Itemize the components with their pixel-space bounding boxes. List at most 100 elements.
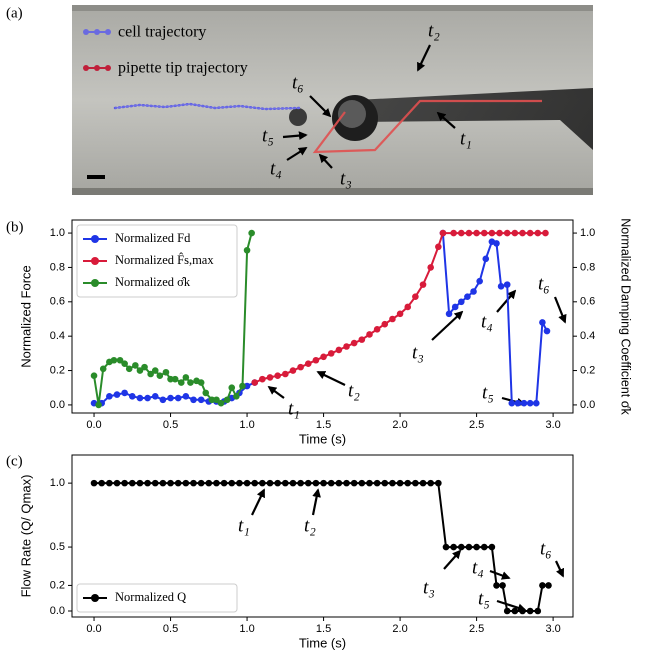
plot [90, 479, 552, 615]
data-point [427, 479, 434, 487]
data-point [136, 367, 144, 374]
data-point [335, 346, 343, 354]
y2-axis-label: Normalized Damping Coefficient σ̂k [619, 218, 633, 415]
y2-tick-label: 0.8 [580, 261, 595, 273]
data-point [156, 372, 164, 380]
data-point [450, 543, 457, 551]
data-point [297, 363, 304, 371]
data-point [343, 343, 350, 350]
data-point [190, 479, 197, 487]
data-point [113, 391, 121, 398]
data-point [171, 375, 179, 383]
annotation: t₆ [540, 538, 552, 559]
data-point [90, 479, 98, 487]
data-point [132, 362, 139, 369]
data-point [205, 479, 213, 487]
annotation: t₆ [292, 72, 304, 93]
data-point [167, 375, 174, 383]
data-point [151, 479, 159, 487]
data-point [545, 582, 552, 589]
data-point [534, 607, 542, 615]
annotation: t₄ [270, 158, 282, 179]
data-point [174, 479, 182, 487]
annotation-arrows [251, 488, 565, 613]
data-point [289, 367, 297, 374]
data-point [121, 360, 128, 367]
data-point [465, 543, 473, 551]
data-point [350, 479, 358, 487]
data-point [457, 298, 465, 306]
data-point [159, 396, 167, 404]
data-point [282, 370, 289, 378]
data-point [98, 479, 105, 487]
data-point [389, 315, 396, 323]
legend-swatch [91, 235, 99, 243]
data-point [464, 293, 471, 300]
data-point [473, 543, 480, 551]
data-point [266, 479, 274, 487]
data-point [220, 479, 228, 487]
data-point [187, 379, 194, 386]
data-point [151, 367, 159, 374]
data-point [327, 479, 335, 487]
data-point [412, 479, 419, 487]
annotation: t₂ [304, 515, 316, 536]
data-point [99, 365, 107, 373]
data-point [274, 372, 281, 380]
data-point [197, 379, 205, 386]
data-point [259, 479, 266, 487]
legend-swatch [91, 594, 99, 602]
microscope-image [72, 5, 593, 195]
x-axis-label: Time (s) [299, 431, 346, 446]
x-tick-label: 2.5 [469, 419, 484, 431]
data-point [116, 356, 124, 364]
data-point [508, 399, 516, 407]
data-point [366, 331, 373, 338]
data-point [106, 479, 113, 487]
data-point [236, 479, 243, 487]
data-point [496, 229, 503, 237]
x-tick-label: 2.0 [392, 623, 407, 635]
data-point [514, 399, 522, 407]
data-point [435, 479, 442, 487]
data-point [320, 353, 327, 361]
data-point [223, 396, 231, 404]
data-point [373, 326, 381, 333]
data-point [312, 479, 320, 487]
y2-tick-label: 0.2 [580, 364, 595, 376]
data-point [511, 229, 519, 237]
data-point [266, 374, 274, 381]
y-tick-label: 0.8 [50, 261, 65, 273]
legend-box [76, 583, 238, 613]
annotation-arrows [282, 44, 456, 169]
data-point [233, 393, 240, 400]
data-point [488, 229, 496, 237]
plot-frame [71, 454, 574, 618]
data-point [248, 229, 255, 237]
y-tick-label: 0.2 [50, 579, 65, 591]
data-point [202, 389, 210, 397]
data-point [159, 479, 167, 487]
annotation: t₃ [412, 342, 424, 363]
data-point [480, 229, 488, 237]
data-point [442, 543, 450, 551]
data-point [312, 356, 320, 364]
y-tick-label: 0.2 [50, 364, 65, 376]
panel-label: (b) [6, 219, 24, 235]
data-point [182, 479, 190, 487]
data-point [381, 320, 389, 328]
data-point [457, 229, 465, 237]
data-point [366, 479, 373, 487]
data-point [136, 479, 144, 487]
y-axis-label: Flow Rate (Q/ Qmax) [18, 475, 33, 598]
legend-label: cell trajectory [118, 24, 206, 41]
data-point [128, 479, 136, 487]
x-axis-label: Time (s) [299, 635, 346, 650]
annotation: t₂ [428, 20, 440, 41]
data-point [121, 389, 128, 397]
data-point [534, 229, 542, 237]
data-point [412, 293, 419, 300]
legend-swatch [91, 279, 99, 287]
data-point [136, 394, 144, 402]
annotation: t₅ [262, 125, 274, 146]
